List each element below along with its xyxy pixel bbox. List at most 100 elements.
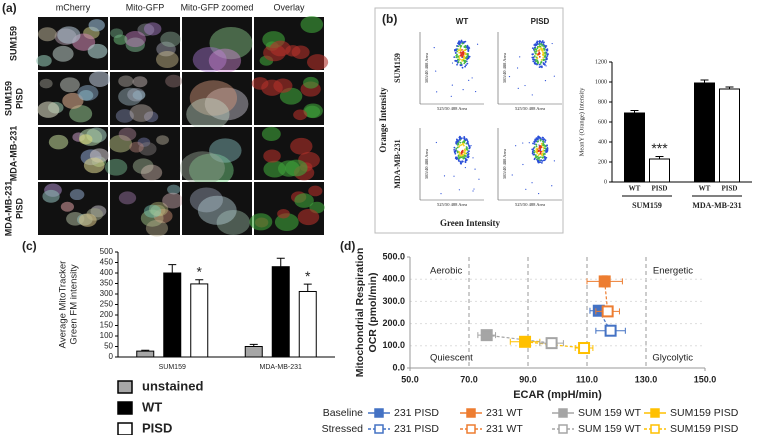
cytometry-dot: [541, 138, 544, 141]
cytometry-dot: [468, 56, 471, 58]
cytometry-dot: [457, 49, 460, 52]
quadrant-label: Aerobic: [430, 266, 462, 277]
legend-marker: [374, 408, 384, 418]
cytometry-dot: [467, 49, 470, 51]
row-label: PISD: [14, 88, 24, 110]
significance: *: [305, 268, 311, 284]
point: [480, 329, 493, 342]
cytometry-dot: [460, 154, 463, 157]
cytometry-dot: [458, 57, 461, 59]
micrograph-cells: [179, 138, 242, 188]
cell: [59, 77, 80, 93]
cell: [88, 19, 105, 32]
cytometry-dot: [460, 137, 463, 140]
cytometry-cloud: [435, 135, 480, 195]
cytometry-dot: [456, 157, 459, 160]
cytometry-dot: [464, 40, 467, 43]
cytometry-dot: [551, 185, 553, 187]
cytometry-dot: [457, 61, 460, 64]
cytometry-dot: [542, 62, 545, 64]
micrograph-cells: [110, 22, 181, 68]
cytometry-dot: [462, 88, 464, 91]
cytometry-dot: [533, 50, 536, 53]
cytometry-dot: [466, 62, 469, 65]
cytometry-dot: [543, 49, 546, 51]
cytometry-dot: [466, 55, 469, 58]
cell: [36, 54, 52, 67]
cytometry-dot: [531, 53, 534, 56]
x-tick-label: SUM159: [159, 364, 186, 371]
legend-label: WT: [142, 399, 162, 414]
cytometry-dot: [463, 156, 465, 159]
micrograph-cells: [259, 16, 329, 71]
cytometry-dot: [511, 174, 513, 176]
cytometry-dot: [542, 53, 544, 56]
cytometry-dot: [461, 154, 464, 157]
cytometry-dot: [533, 153, 536, 156]
cell: [156, 41, 176, 57]
cytometry-dot: [433, 47, 435, 49]
cytometry-dot: [463, 62, 466, 65]
y-tick-label: 1200: [595, 59, 607, 65]
y-tick-label: 400: [100, 268, 114, 277]
cytometry-dot: [468, 145, 471, 148]
cytometry-dot: [476, 43, 479, 45]
cell: [108, 135, 133, 153]
cytometry-dot: [538, 159, 541, 162]
column-header: WT: [456, 17, 469, 26]
cytometry-dot: [536, 40, 539, 43]
cell: [269, 40, 291, 57]
cytometry-dot: [553, 160, 555, 162]
cytometry-dot: [465, 152, 468, 155]
y-axis-label: Average MitoTracker: [58, 261, 69, 349]
cytometry-dot: [542, 144, 545, 147]
cytometry-dot: [467, 153, 470, 156]
cytometry-dot: [463, 46, 466, 48]
cytometry-dot: [531, 94, 533, 96]
legend-label: 231 WT: [486, 407, 523, 419]
quadrant-label: Glycolytic: [652, 353, 693, 364]
cytometry-dot: [472, 190, 474, 192]
legend-marker: [374, 424, 384, 434]
y-tick-label: 200: [598, 159, 607, 165]
cytometry-dot: [544, 51, 547, 54]
cytometry-dot: [454, 152, 457, 155]
cytometry-dot: [542, 146, 545, 149]
y-tick-label: 1000: [595, 79, 607, 85]
cytometry-dot: [536, 47, 539, 50]
significance: ***: [651, 140, 668, 156]
cytometry-dot: [535, 154, 537, 157]
cytometry-dot: [463, 137, 466, 140]
cytometry-dot: [459, 144, 462, 147]
cytometry-dot: [466, 53, 469, 56]
point: [519, 335, 532, 348]
column-header: Mito-GFP zoomed: [181, 2, 254, 12]
cytometry-dot: [465, 147, 468, 150]
legend-marker: [558, 408, 568, 418]
cytometry-dot: [544, 53, 547, 55]
cytometry-dot: [463, 154, 466, 157]
cytometry-dot: [475, 90, 477, 93]
error-bar: [655, 156, 664, 159]
y-tick-label: 250: [100, 300, 114, 309]
cytometry-dot: [463, 148, 466, 151]
legend-group: Baseline: [323, 407, 363, 419]
cell: [137, 23, 155, 37]
cytometry-dot: [464, 157, 467, 160]
cytometry-dot: [436, 91, 438, 93]
cell: [77, 84, 99, 101]
cytometry-dot: [537, 136, 539, 138]
cytometry-dot: [464, 152, 467, 155]
cytometry-dot: [538, 41, 541, 44]
axis-label: 525/50 488 Area: [515, 202, 545, 207]
cytometry-dot: [532, 142, 534, 145]
cytometry-dot: [459, 141, 462, 144]
cytometry-dot: [455, 140, 458, 143]
cytometry-dot: [540, 61, 543, 63]
cell: [277, 209, 290, 219]
bar-label: WT: [629, 185, 641, 193]
y-axis-label: OCR (pmol/min): [367, 273, 379, 353]
cell: [137, 137, 151, 148]
cytometry-dot: [545, 150, 547, 153]
cytometry-dot: [539, 152, 542, 155]
